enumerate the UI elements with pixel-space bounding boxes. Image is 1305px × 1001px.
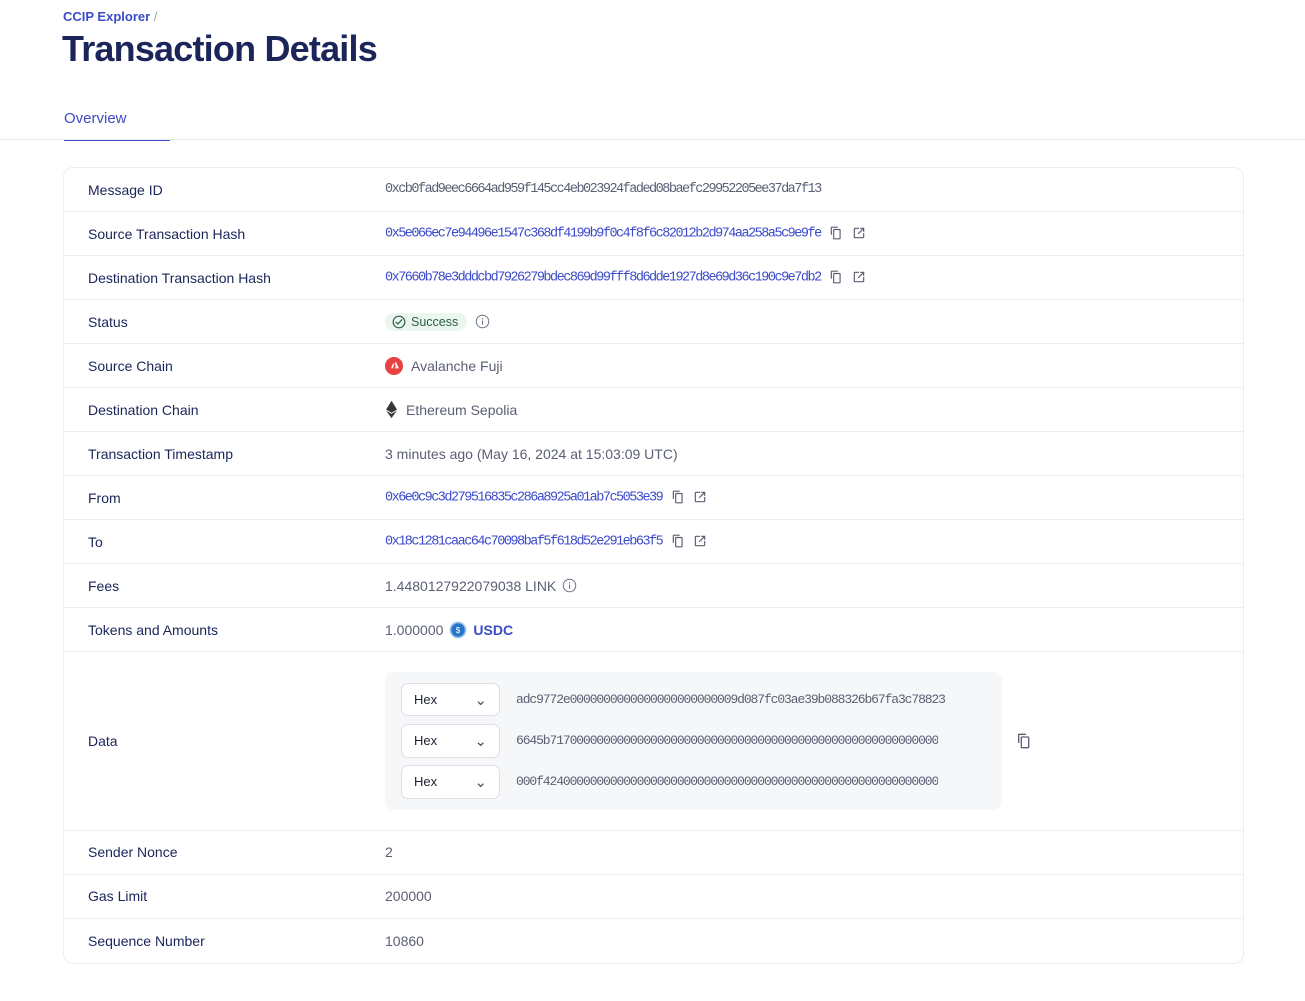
svg-text:$: $	[456, 625, 461, 634]
